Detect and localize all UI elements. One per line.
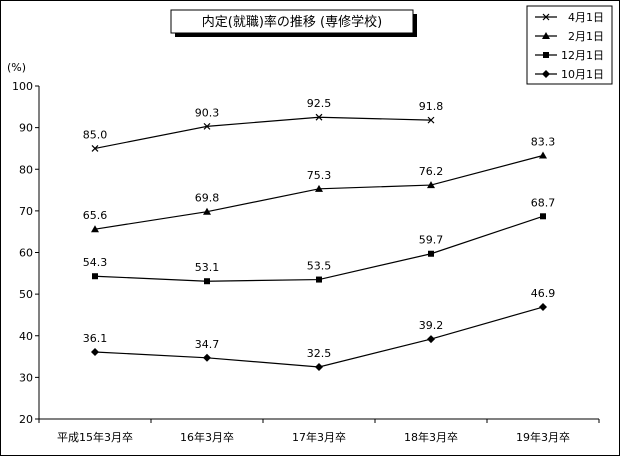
y-tick-label: 60 bbox=[19, 247, 33, 260]
data-point bbox=[315, 113, 323, 121]
data-point bbox=[203, 353, 211, 362]
data-label: 65.6 bbox=[83, 209, 108, 222]
y-axis-unit: (%) bbox=[7, 61, 26, 74]
data-point bbox=[92, 273, 98, 280]
legend-marker bbox=[542, 32, 550, 39]
legend-label: 12月1日 bbox=[561, 49, 604, 62]
data-point bbox=[540, 213, 546, 220]
series-square: 54.3 53.1 53.5 59.7 68.7 bbox=[83, 196, 556, 285]
data-label: 34.7 bbox=[195, 338, 220, 351]
y-tick-label: 100 bbox=[12, 80, 33, 93]
data-point bbox=[427, 181, 435, 189]
y-tick-label: 30 bbox=[19, 371, 33, 384]
data-point bbox=[203, 207, 211, 215]
legend-marker bbox=[543, 52, 549, 58]
series-triangle: 65.6 69.8 75.3 76.2 83.3 bbox=[83, 136, 556, 233]
legend-label: 4月1日 bbox=[568, 11, 604, 24]
data-point bbox=[91, 145, 99, 152]
series-layer: 85.0 90.3 92.5 91.8 65.6 69.8 75.3 76.2 83.3 54.3… bbox=[83, 97, 556, 371]
data-point bbox=[204, 278, 210, 285]
data-label: 54.3 bbox=[83, 256, 108, 269]
data-point bbox=[315, 184, 323, 192]
data-point bbox=[539, 151, 547, 159]
chart-title-box bbox=[170, 9, 414, 34]
data-label: 59.7 bbox=[419, 234, 444, 247]
x-tick-label: 18年3月卒 bbox=[404, 430, 458, 444]
legend-box bbox=[526, 5, 613, 85]
data-label: 85.0 bbox=[83, 128, 108, 141]
data-point bbox=[315, 362, 323, 371]
legend-marker bbox=[542, 70, 550, 78]
axes: 20 30 40 50 60 70 80 90 100 平成15年3月卒 16年3月卒 17年3月卒 1… bbox=[12, 80, 600, 444]
data-point bbox=[427, 116, 435, 124]
legend: 4月1日 2月1日 12月1日 10月1日 bbox=[526, 5, 613, 85]
y-tick-label: 80 bbox=[19, 163, 33, 176]
data-label: 92.5 bbox=[307, 97, 332, 110]
chart-title-group: 内定(就職)率の推移 (専修学校) bbox=[170, 9, 417, 37]
data-label: 75.3 bbox=[307, 169, 332, 182]
series-diamond: 36.1 34.7 32.5 39.2 46.9 bbox=[83, 287, 556, 371]
data-label: 83.3 bbox=[531, 136, 556, 149]
x-tick-label: 19年3月卒 bbox=[516, 430, 570, 444]
legend-marker bbox=[542, 13, 550, 21]
legend-label: 10月1日 bbox=[561, 68, 604, 81]
data-point bbox=[203, 122, 211, 130]
x-tick-label: 平成15年3月卒 bbox=[57, 430, 133, 444]
chart-title: 内定(就職)率の推移 (専修学校) bbox=[202, 14, 382, 30]
data-label: 36.1 bbox=[83, 332, 108, 345]
y-tick-label: 40 bbox=[19, 330, 33, 343]
data-point bbox=[316, 276, 322, 283]
legend-label: 2月1日 bbox=[568, 30, 604, 43]
data-label: 76.2 bbox=[419, 165, 444, 178]
data-point bbox=[539, 303, 547, 312]
data-label: 69.8 bbox=[195, 192, 220, 205]
data-label: 53.1 bbox=[195, 261, 220, 274]
y-tick-label: 20 bbox=[19, 413, 33, 426]
x-tick-label: 17年3月卒 bbox=[292, 430, 346, 444]
y-tick-label: 90 bbox=[19, 122, 33, 135]
data-label: 46.9 bbox=[531, 287, 556, 300]
x-tick-label: 16年3月卒 bbox=[180, 430, 234, 444]
y-tick-label: 50 bbox=[19, 288, 33, 301]
y-tick-label: 70 bbox=[19, 205, 33, 218]
data-point bbox=[427, 335, 435, 344]
data-label: 68.7 bbox=[531, 196, 556, 209]
data-point bbox=[91, 225, 99, 233]
series-line bbox=[94, 116, 432, 150]
data-label: 39.2 bbox=[419, 319, 444, 332]
data-point bbox=[428, 250, 434, 257]
data-label: 91.8 bbox=[419, 100, 444, 113]
data-label: 53.5 bbox=[307, 260, 332, 273]
data-point bbox=[91, 347, 99, 356]
series-x: 85.0 90.3 92.5 91.8 bbox=[83, 97, 444, 152]
series-line bbox=[94, 154, 544, 230]
data-label: 90.3 bbox=[195, 106, 220, 119]
data-label: 32.5 bbox=[307, 347, 332, 360]
